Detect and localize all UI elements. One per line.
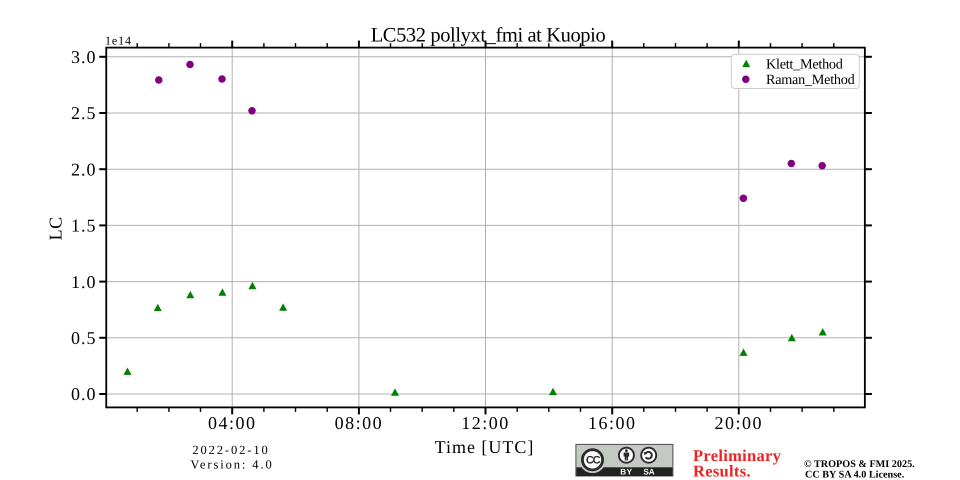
svg-text:© TROPOS & FMI 2025.: © TROPOS & FMI 2025. [804, 459, 915, 470]
svg-text:2.5: 2.5 [71, 103, 97, 123]
svg-text:Preliminary: Preliminary [693, 446, 782, 465]
svg-text:16:00: 16:00 [588, 413, 637, 433]
svg-text:CC: CC [586, 454, 601, 466]
svg-text:1.0: 1.0 [71, 272, 97, 292]
svg-text:SA: SA [643, 467, 654, 476]
svg-text:3.0: 3.0 [71, 47, 97, 67]
svg-text:CC BY SA 4.0 License.: CC BY SA 4.0 License. [805, 470, 905, 480]
svg-text:08:00: 08:00 [335, 413, 384, 433]
svg-text:20:00: 20:00 [715, 413, 764, 433]
svg-text:LC: LC [46, 216, 66, 240]
svg-text:Time [UTC]: Time [UTC] [435, 437, 535, 457]
svg-text:Version: 4.0: Version: 4.0 [190, 458, 273, 472]
svg-text:2022-02-10: 2022-02-10 [192, 443, 269, 457]
svg-text:04:00: 04:00 [208, 413, 257, 433]
svg-text:Raman_Method: Raman_Method [766, 72, 855, 88]
svg-text:12:00: 12:00 [461, 413, 510, 433]
svg-text:1.5: 1.5 [71, 216, 97, 236]
svg-text:BY: BY [620, 467, 632, 476]
svg-text:Results.: Results. [693, 462, 751, 480]
svg-text:Klett_Method: Klett_Method [766, 57, 843, 73]
svg-text:0.0: 0.0 [71, 384, 97, 404]
svg-text:2.0: 2.0 [71, 159, 97, 179]
svg-text:1e14: 1e14 [105, 34, 132, 48]
svg-text:0.5: 0.5 [71, 328, 97, 348]
svg-text:LC532 pollyxt_fmi at Kuopio: LC532 pollyxt_fmi at Kuopio [371, 25, 606, 47]
